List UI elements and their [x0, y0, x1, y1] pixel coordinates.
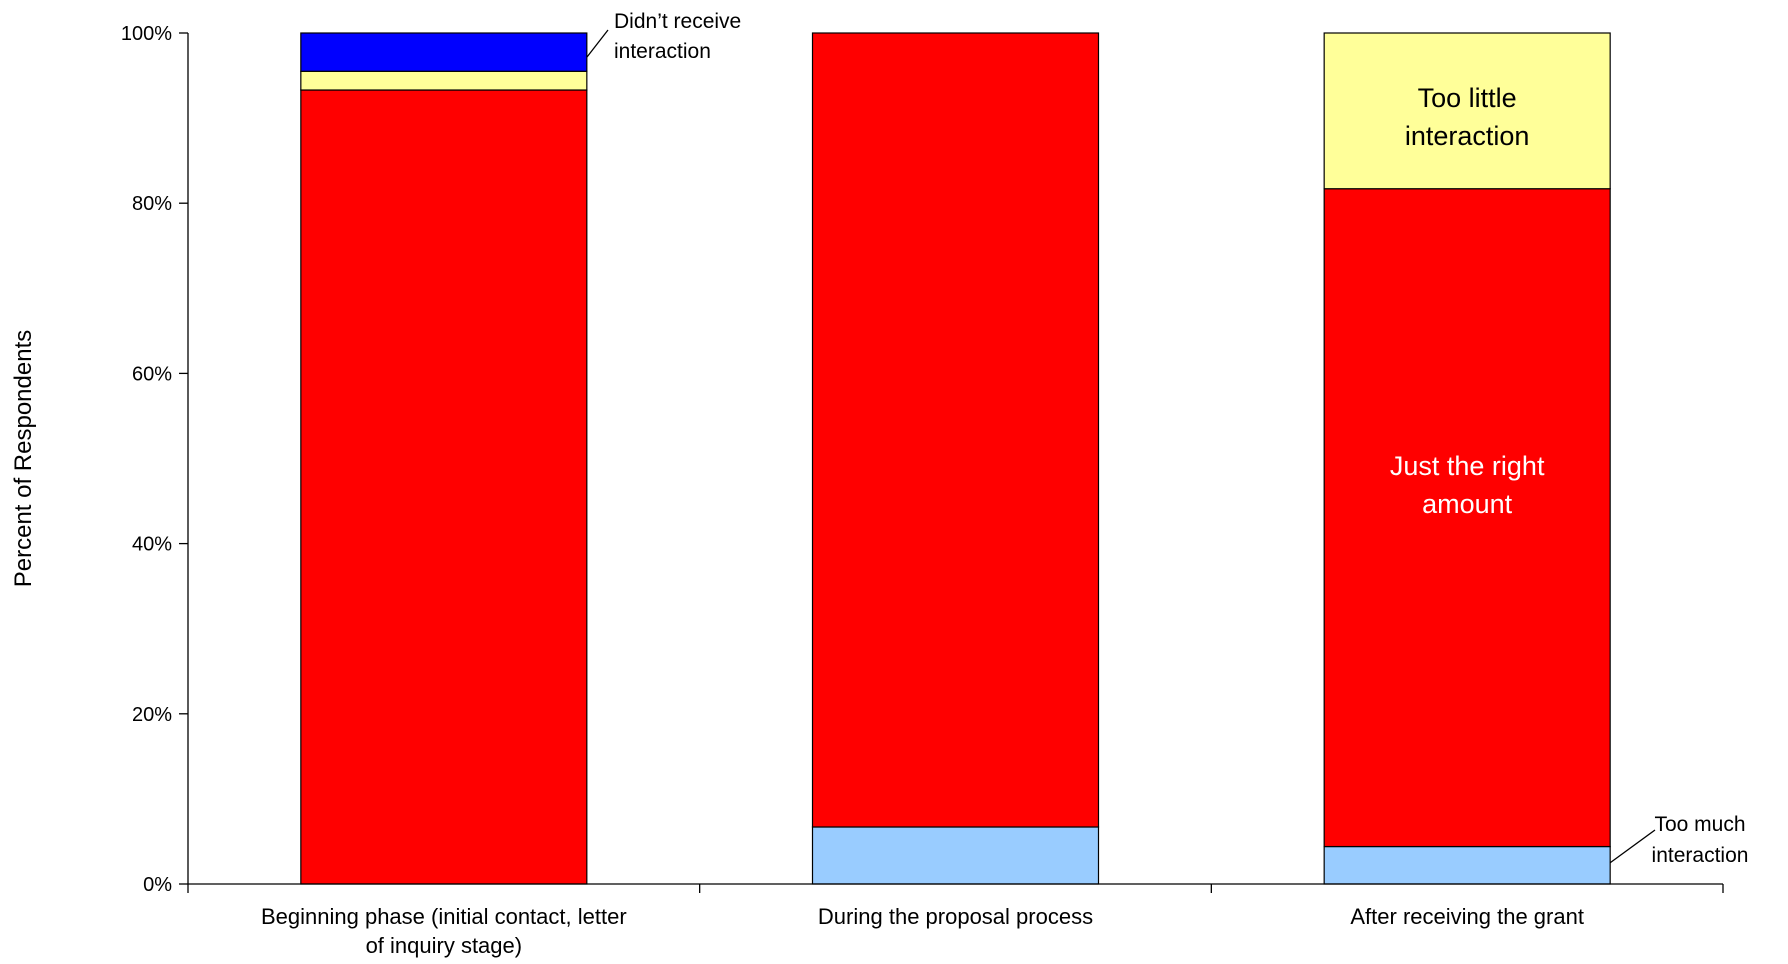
segment-label-too-little: Too little interaction	[1405, 83, 1530, 151]
x-category-label: After receiving the grant	[1350, 904, 1584, 929]
y-tick-label: 60%	[132, 363, 172, 385]
axes-layer: 0% 20% 40% 60% 80% 100% Beginning phase (initi…	[10, 23, 1724, 958]
bar-segment-too-little-interaction-1	[300, 70, 588, 91]
labels-layer: Didn’t receive interaction Too much interac…	[586, 10, 1749, 867]
segment-label-just-right: Just the right amount	[1390, 451, 1545, 519]
callout-leader-didnt-receive	[586, 29, 609, 58]
bar-segment-just-the-right-amount-1	[300, 89, 588, 885]
y-tick-label: 0%	[143, 874, 172, 896]
y-axis-title: Percent of Respondents	[10, 330, 37, 588]
bar-segment-too-little-interaction-3	[1323, 32, 1611, 190]
x-category-label: During the proposal process	[818, 904, 1093, 929]
bar-segment-just-the-right-amount-2	[811, 32, 1100, 828]
y-tick-label: 20%	[132, 704, 172, 726]
callout-label-didnt-receive: Didn’t receive interaction	[614, 10, 741, 63]
y-tick-label: 40%	[132, 534, 172, 556]
callout-leader-too-much	[1609, 829, 1656, 864]
callout-label-too-much: Too much interaction	[1652, 813, 1749, 867]
bar-segment-too-much-interaction-2	[811, 826, 1100, 885]
bar-segment-too-much-interaction-3	[1323, 845, 1611, 885]
x-category-label: Beginning phase (initial contact, letter…	[261, 904, 627, 958]
y-tick-label: 80%	[132, 193, 172, 215]
bar-segment-just-the-right-amount-3	[1323, 188, 1611, 848]
bar-segment-didn-t-receive-interaction-1	[300, 32, 588, 72]
bars-layer	[300, 32, 1611, 885]
y-tick-label: 100%	[121, 23, 172, 45]
